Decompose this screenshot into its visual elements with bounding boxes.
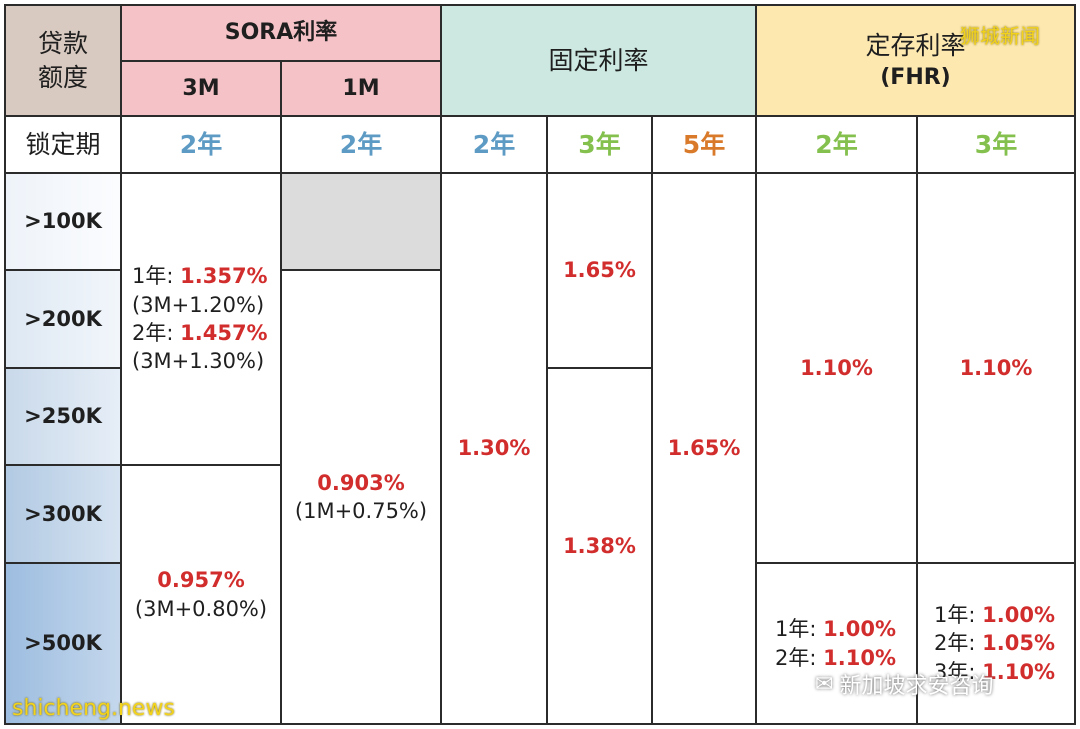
fhr-2y-lower-rates: 1年: 1.00% 2年: 1.10% [755,562,918,725]
sora3m-upper-rates: 1年: 1.357% (3M+1.20%) 2年: 1.457% (3M+1.3… [120,172,282,466]
lock-fhr-2y: 2年 [755,115,918,174]
lock-fixed-2y: 2年 [440,115,548,174]
lock-fhr-3y: 3年 [916,115,1076,174]
amount-250k: >250K [4,367,122,466]
watermark-wechat-text: 新加坡求安咨询 [839,674,994,699]
wechat-icon: ✉ [815,671,834,697]
amount-200k: >200K [4,269,122,369]
sora-1m-header: 1M [280,60,442,117]
amount-100k: >100K [4,172,122,271]
lock-period-label: 锁定期 [4,115,122,174]
sora1m-rate: 0.903% (1M+0.75%) [280,269,442,725]
lock-sora1m: 2年 [280,115,442,174]
fixed-rate-header: 固定利率 [440,4,757,117]
fixed-2y-rate: 1.30% [440,172,548,725]
lock-fixed-5y: 5年 [651,115,757,174]
fixed-3y-upper-rate: 1.65% [546,172,653,369]
fixed-5y-rate: 1.65% [651,172,757,725]
fhr-header: 定存利率 (FHR) [755,4,1076,117]
fixed-3y-lower-rate: 1.38% [546,367,653,725]
fhr-3y-upper-rate: 1.10% [916,172,1076,564]
lock-fixed-3y: 3年 [546,115,653,174]
watermark-bottom-left: shicheng.news [12,696,175,721]
lock-sora3m: 2年 [120,115,282,174]
sora3m-lower-rate: 0.957% (3M+0.80%) [120,464,282,725]
sora-3m-header: 3M [120,60,282,117]
watermark-wechat: ✉ 新加坡求安咨询 [815,668,993,700]
watermark-top-right: 狮城新闻 [960,24,1040,48]
sora1m-na-cell [280,172,442,271]
fhr-3y-lower-rates: 1年: 1.00% 2年: 1.05% 3年: 1.10% [916,562,1076,725]
loan-amount-header: 贷款额度 [4,4,122,117]
sora-header: SORA利率 [120,4,442,62]
amount-300k: >300K [4,464,122,564]
fhr-2y-upper-rate: 1.10% [755,172,918,564]
